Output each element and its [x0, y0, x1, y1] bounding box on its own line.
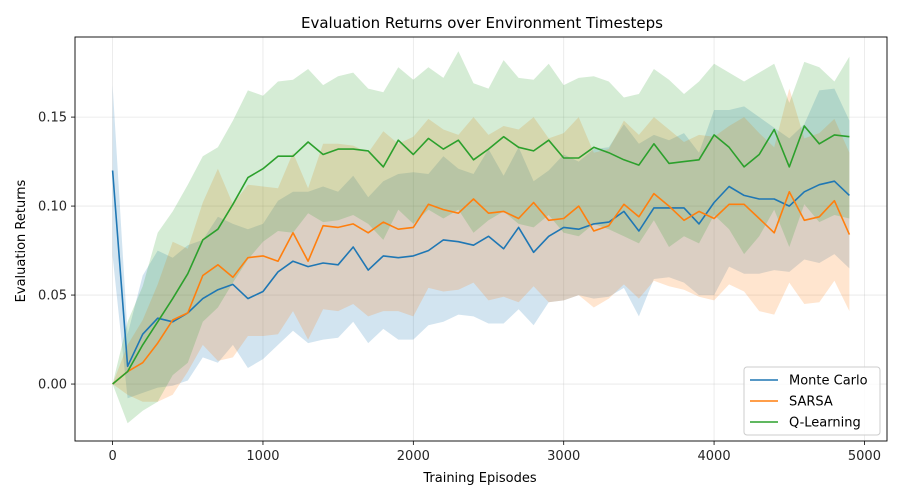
y-axis-label: Evaluation Returns — [14, 179, 29, 302]
y-tick-label: 0.15 — [38, 111, 67, 126]
y-tick-label: 0.00 — [38, 378, 67, 393]
x-tick-label: 3000 — [547, 449, 580, 464]
monte-carlo-line — [111, 170, 850, 368]
plot-frame — [74, 36, 888, 442]
y-tick-label: 0.10 — [38, 200, 67, 215]
x-axis-ticks: 0 1000 2000 3000 4000 5000 — [108, 441, 881, 464]
legend-label: SARSA — [789, 395, 833, 410]
x-tick-label: 2000 — [397, 449, 430, 464]
q-learning-band — [112, 51, 850, 424]
x-axis-label: Training Episodes — [422, 471, 536, 486]
legend-label: Q-Learning — [789, 416, 861, 431]
confidence-bands — [112, 51, 850, 424]
sarsa-line — [112, 191, 851, 385]
chart-title: Evaluation Returns over Environment Time… — [301, 14, 663, 32]
x-tick-label: 5000 — [848, 449, 881, 464]
legend: Monte Carlo SARSA Q-Learning — [743, 366, 881, 436]
legend-box — [743, 366, 881, 436]
y-tick-label: 0.05 — [38, 289, 67, 304]
sarsa-band — [112, 88, 850, 402]
x-tick-label: 0 — [108, 449, 116, 464]
series-lines — [111, 125, 851, 385]
monte-carlo-band — [112, 85, 850, 399]
y-axis-ticks: 0.00 0.05 0.10 0.15 — [38, 111, 75, 393]
x-tick-label: 1000 — [246, 449, 279, 464]
q-learning-line — [112, 125, 850, 385]
legend-label: Monte Carlo — [789, 374, 868, 389]
x-tick-label: 4000 — [698, 449, 731, 464]
